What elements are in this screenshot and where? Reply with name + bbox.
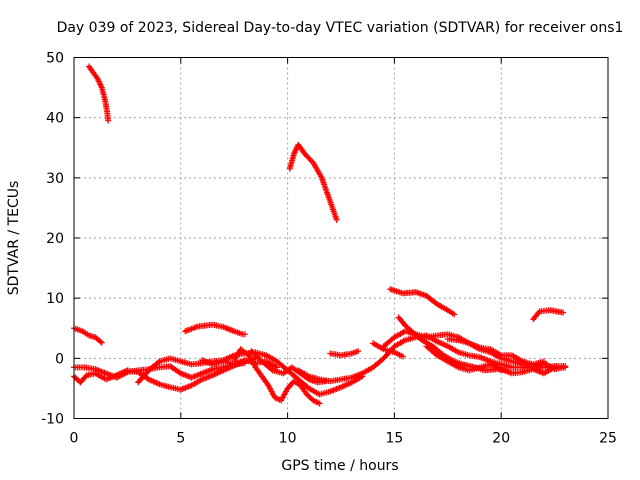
- chart-title: Day 039 of 2023, Sidereal Day-to-day VTE…: [57, 20, 624, 36]
- data-points: [71, 63, 569, 407]
- y-tick-label: 20: [46, 231, 64, 247]
- series-arc-l: [295, 332, 569, 385]
- series-arc-b: [286, 141, 340, 223]
- data-point: [97, 338, 104, 345]
- y-tick-label: 10: [46, 291, 64, 307]
- series-arc-s: [199, 357, 280, 371]
- y-axis-label: SDTVAR / TECUs: [6, 181, 22, 296]
- y-tick-label: 0: [55, 351, 64, 367]
- data-point: [273, 364, 280, 371]
- data-point: [241, 331, 248, 338]
- x-tick-label: 5: [176, 431, 185, 447]
- series-arc-r: [444, 336, 547, 368]
- data-point: [540, 358, 547, 365]
- data-point: [562, 364, 569, 371]
- data-point: [451, 311, 458, 318]
- y-tick-label: -10: [41, 412, 64, 428]
- series-arc-m: [327, 348, 362, 359]
- data-point: [268, 366, 275, 373]
- y-tick-label: 30: [46, 171, 64, 187]
- series-arc-q: [423, 343, 558, 377]
- y-tick-label: 50: [46, 51, 64, 67]
- x-tick-label: 0: [70, 431, 79, 447]
- data-point: [399, 353, 406, 360]
- data-point: [355, 348, 362, 355]
- series-arc-d: [182, 321, 248, 338]
- data-point: [155, 359, 162, 366]
- series-arc-f: [530, 307, 567, 323]
- x-tick-label: 10: [279, 431, 297, 447]
- x-tick-label: 15: [385, 431, 403, 447]
- x-axis-label: GPS time / hours: [281, 458, 398, 474]
- y-tick-label: 40: [46, 111, 64, 127]
- data-point: [551, 364, 558, 371]
- series-arc-c: [71, 325, 105, 346]
- x-tick-label: 25: [599, 431, 617, 447]
- series-arc-e: [387, 286, 458, 318]
- data-point: [105, 117, 112, 124]
- data-point: [560, 309, 567, 316]
- series-arc-a: [85, 63, 112, 124]
- plot-frame: [73, 57, 609, 419]
- tick-labels: 0 5 10 15 20 25 -10 0 10 20 30 40 50: [41, 51, 617, 447]
- series-arc-p: [370, 340, 406, 360]
- data-point: [316, 400, 323, 407]
- x-tick-label: 20: [492, 431, 510, 447]
- data-point: [333, 216, 340, 223]
- data-point: [98, 339, 105, 346]
